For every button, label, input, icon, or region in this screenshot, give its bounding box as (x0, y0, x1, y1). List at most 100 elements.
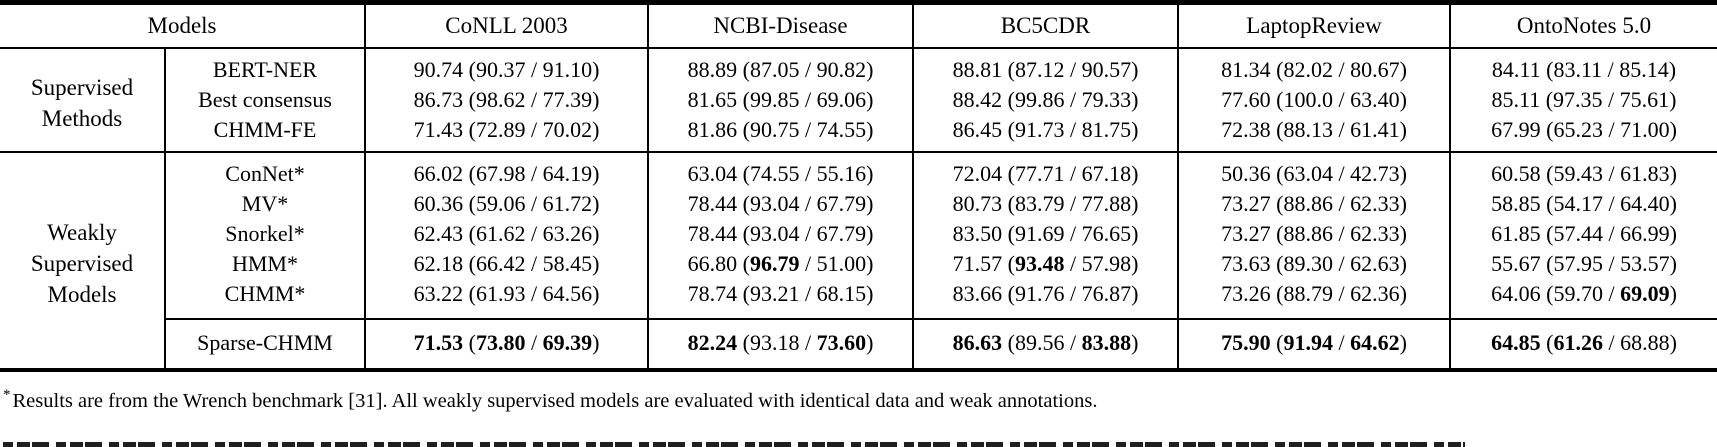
score-value: 76.65 (1081, 221, 1132, 246)
table-row: Weakly Supervised Models ConNet* 66.02 (67… (0, 151, 1717, 370)
score-cell: 60.58 (59.43 / 61.83) (1449, 151, 1717, 189)
score-punctuation: ) (1131, 117, 1139, 142)
score-value: 85.14 (1619, 57, 1669, 82)
score-punctuation: / (1332, 251, 1351, 276)
score-value: 62.43 (413, 221, 464, 246)
score-punctuation: ) (866, 251, 874, 276)
score-value: 85.11 (1491, 87, 1541, 112)
score-value: 60.36 (413, 191, 464, 216)
score-punctuation: ( (737, 221, 750, 246)
column-header: LaptopReview (1177, 2, 1450, 49)
score-cell: 60.36 (59.06 / 61.72) (364, 189, 648, 219)
model-name-cell: ConNet* (164, 151, 366, 189)
results-table: Models CoNLL 2003 NCBI-Disease BC5CDR Laptop… (0, 0, 1717, 372)
score-value: 59.70 (1553, 281, 1603, 306)
score-value: 93.04 (749, 191, 800, 216)
score-value: 67.98 (475, 161, 526, 186)
score-value: 82.02 (1283, 57, 1333, 82)
score-value: 64.19 (542, 161, 593, 186)
score-value: 84.11 (1491, 57, 1541, 82)
score-value: 91.76 (1014, 281, 1065, 306)
score-cell: 71.53 (73.80 / 69.39) (364, 318, 648, 370)
score-value: 87.12 (1014, 57, 1065, 82)
score-value: 57.44 (1553, 221, 1603, 246)
score-value: 93.04 (749, 221, 800, 246)
score-value: 81.75 (1081, 117, 1132, 142)
score-value: 93.18 (749, 330, 800, 355)
score-value: 91.69 (1014, 221, 1065, 246)
score-punctuation: ) (1131, 221, 1139, 246)
score-punctuation: / (1602, 87, 1620, 112)
score-value: 83.50 (952, 221, 1003, 246)
score-value: 83.11 (1553, 57, 1603, 82)
score-punctuation: ) (1669, 87, 1677, 112)
score-value: 53.57 (1620, 251, 1670, 276)
score-value: 55.16 (816, 161, 867, 186)
score-value: 90.57 (1081, 57, 1132, 82)
score-value: 78.74 (687, 281, 738, 306)
score-value: 61.93 (475, 281, 526, 306)
score-punctuation: ( (1540, 221, 1554, 246)
score-value: 80.73 (952, 191, 1003, 216)
score-value: 99.85 (749, 87, 800, 112)
score-punctuation: ) (1131, 161, 1139, 186)
table-row: Supervised Methods BERT-NER 90.74 (90.37 /… (0, 48, 1717, 131)
score-punctuation: / (1332, 330, 1351, 355)
score-value: 67.18 (1081, 161, 1132, 186)
summary-row: Sparse-CHMM 71.53 (73.80 / 69.39) 82.24 (9… (0, 318, 1717, 370)
score-cell: 71.57 (93.48 / 57.98) (912, 249, 1178, 279)
score-punctuation: / (799, 57, 817, 82)
score-value: 61.85 (1491, 221, 1541, 246)
score-value: 77.60 (1221, 87, 1271, 112)
column-header: OntoNotes 5.0 (1449, 2, 1717, 49)
score-value: 83.88 (1081, 330, 1132, 355)
score-punctuation: / (799, 191, 817, 216)
model-name-cell: CHMM-FE (164, 115, 366, 152)
score-value: 61.83 (1620, 161, 1670, 186)
score-value: 82.24 (687, 330, 738, 355)
model-name-cell: CHMM* (164, 279, 366, 319)
score-value: 96.79 (749, 251, 800, 276)
score-punctuation: / (525, 221, 543, 246)
score-value: 81.34 (1221, 57, 1271, 82)
score-cell: 86.73 (98.62 / 77.39) (364, 85, 648, 115)
score-value: 86.73 (413, 87, 464, 112)
score-cell: 78.44 (93.04 / 67.79) (647, 219, 913, 249)
model-name-cell: BERT-NER (164, 48, 366, 85)
score-cell: 88.42 (99.86 / 79.33) (912, 85, 1178, 115)
score-punctuation: / (525, 330, 543, 355)
score-punctuation: ( (737, 251, 750, 276)
score-value: 66.02 (413, 161, 464, 186)
cropped-text-sliver (3, 442, 1465, 447)
score-punctuation: ) (866, 330, 874, 355)
score-value: 61.26 (1553, 330, 1603, 355)
score-value: 89.30 (1283, 251, 1333, 276)
score-value: 88.81 (952, 57, 1003, 82)
score-value: 60.58 (1491, 161, 1541, 186)
score-punctuation: ) (1669, 251, 1677, 276)
score-cell: 63.22 (61.93 / 64.56) (364, 279, 648, 319)
score-cell: 50.36 (63.04 / 42.73) (1177, 151, 1450, 189)
score-punctuation: ( (1002, 57, 1015, 82)
score-cell: 84.11 (83.11 / 85.14) (1449, 48, 1717, 85)
score-punctuation: ( (1270, 191, 1284, 216)
column-header: NCBI-Disease (647, 2, 913, 49)
score-value: 62.63 (1350, 251, 1400, 276)
score-punctuation: ( (1540, 330, 1554, 355)
table-row: Best consensus 86.73 (98.62 / 77.39) 81.65… (0, 85, 1717, 115)
score-value: 77.88 (1081, 191, 1132, 216)
score-value: 90.82 (816, 57, 867, 82)
score-punctuation: / (1064, 281, 1082, 306)
score-cell: 86.63 (89.56 / 83.88) (912, 318, 1178, 370)
score-cell: 62.43 (61.62 / 63.26) (364, 219, 648, 249)
score-punctuation: ) (1668, 57, 1677, 82)
score-punctuation: ) (1399, 117, 1407, 142)
score-value: 64.40 (1620, 191, 1670, 216)
score-punctuation: ) (1399, 161, 1407, 186)
score-punctuation: / (799, 281, 817, 306)
score-cell: 72.04 (77.71 / 67.18) (912, 151, 1178, 189)
score-punctuation: ( (463, 57, 476, 82)
score-value: 75.90 (1221, 330, 1271, 355)
score-punctuation: ( (1540, 117, 1554, 142)
score-punctuation: ( (1270, 87, 1284, 112)
